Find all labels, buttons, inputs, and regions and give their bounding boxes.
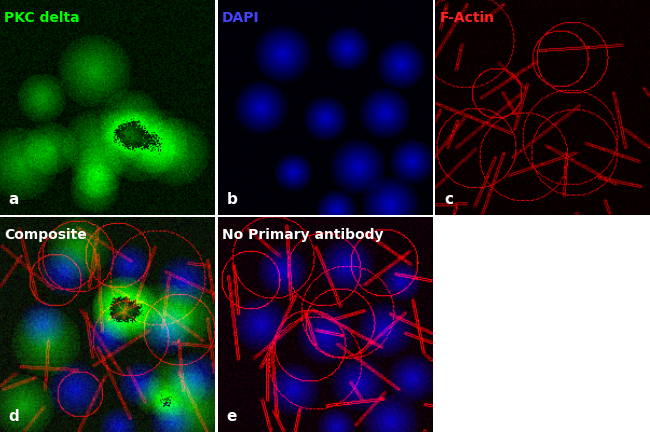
Text: F-Actin: F-Actin bbox=[439, 11, 495, 25]
Text: PKC delta: PKC delta bbox=[5, 11, 80, 25]
Text: DAPI: DAPI bbox=[222, 11, 259, 25]
Text: No Primary antibody: No Primary antibody bbox=[222, 228, 384, 242]
Text: c: c bbox=[444, 192, 453, 207]
Text: a: a bbox=[8, 192, 19, 207]
Text: Composite: Composite bbox=[5, 228, 87, 242]
Text: d: d bbox=[8, 409, 20, 424]
Text: e: e bbox=[226, 409, 237, 424]
Text: b: b bbox=[226, 192, 237, 207]
